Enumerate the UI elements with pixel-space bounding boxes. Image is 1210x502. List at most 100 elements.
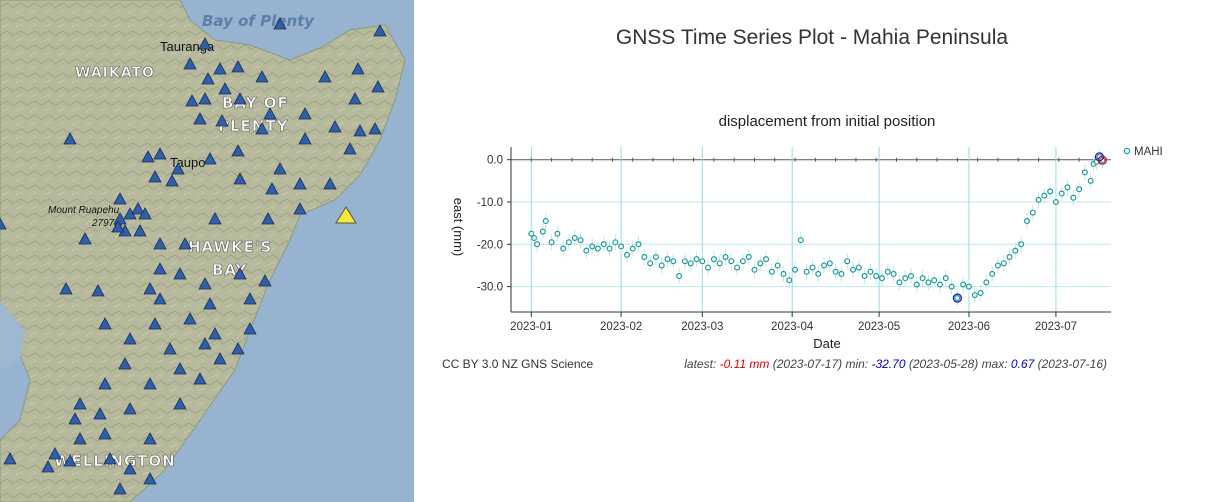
data-point[interactable] bbox=[705, 264, 712, 271]
data-point[interactable] bbox=[710, 256, 717, 263]
data-point[interactable] bbox=[560, 245, 567, 252]
station-triangle[interactable] bbox=[255, 122, 269, 135]
station-triangle[interactable] bbox=[73, 432, 87, 445]
data-point[interactable] bbox=[797, 237, 804, 244]
data-point[interactable] bbox=[1000, 260, 1007, 267]
station-triangle[interactable] bbox=[348, 92, 362, 105]
data-points[interactable] bbox=[528, 148, 1107, 307]
data-point[interactable] bbox=[1087, 177, 1094, 184]
data-point[interactable] bbox=[722, 254, 729, 261]
station-triangle[interactable] bbox=[273, 162, 287, 175]
station-triangle[interactable] bbox=[118, 357, 132, 370]
station-triangle[interactable] bbox=[231, 342, 245, 355]
legend-label[interactable]: MAHI bbox=[1134, 146, 1163, 158]
data-point[interactable] bbox=[1052, 198, 1059, 205]
station-triangle[interactable] bbox=[63, 454, 77, 467]
station-triangle[interactable] bbox=[148, 170, 162, 183]
station-triangle[interactable] bbox=[243, 322, 257, 335]
station-triangle[interactable] bbox=[171, 162, 185, 175]
data-point[interactable] bbox=[902, 275, 909, 282]
data-point[interactable] bbox=[867, 268, 874, 275]
station-triangle[interactable] bbox=[3, 452, 17, 465]
station-triangle[interactable] bbox=[98, 317, 112, 330]
data-point[interactable] bbox=[838, 270, 845, 277]
station-triangle[interactable] bbox=[163, 342, 177, 355]
station-triangle[interactable] bbox=[343, 142, 357, 155]
data-point[interactable] bbox=[548, 239, 555, 246]
station-triangle[interactable] bbox=[133, 224, 147, 237]
station-triangle[interactable] bbox=[123, 402, 137, 415]
data-point[interactable] bbox=[954, 295, 961, 302]
data-point[interactable] bbox=[699, 258, 706, 265]
data-point[interactable] bbox=[960, 281, 967, 288]
latest-point-marker[interactable] bbox=[1097, 155, 1107, 165]
data-point[interactable] bbox=[629, 245, 636, 252]
data-point[interactable] bbox=[1081, 169, 1088, 176]
station-triangle[interactable] bbox=[198, 37, 212, 50]
data-point[interactable] bbox=[1070, 194, 1077, 201]
data-point[interactable] bbox=[809, 264, 816, 271]
data-point[interactable] bbox=[734, 264, 741, 271]
station-triangle[interactable] bbox=[123, 332, 137, 345]
data-point[interactable] bbox=[606, 245, 613, 252]
data-point[interactable] bbox=[623, 251, 630, 258]
station-triangle[interactable] bbox=[293, 202, 307, 215]
data-point[interactable] bbox=[571, 234, 578, 241]
data-point[interactable] bbox=[792, 266, 799, 273]
station-triangle[interactable] bbox=[215, 114, 229, 127]
station-triangle[interactable] bbox=[143, 282, 157, 295]
station-triangle[interactable] bbox=[63, 132, 77, 145]
data-point[interactable] bbox=[965, 283, 972, 290]
station-triangle[interactable] bbox=[298, 107, 312, 120]
station-triangle[interactable] bbox=[218, 82, 232, 95]
station-triangle[interactable] bbox=[178, 237, 192, 250]
data-point[interactable] bbox=[919, 275, 926, 282]
station-triangle[interactable] bbox=[213, 62, 227, 75]
station-triangle[interactable] bbox=[231, 60, 245, 73]
data-point[interactable] bbox=[728, 258, 735, 265]
station-triangle[interactable] bbox=[91, 284, 105, 297]
time-series-chart[interactable]: displacement from initial position 0.0 -1… bbox=[414, 100, 1210, 352]
data-point[interactable] bbox=[1029, 209, 1036, 216]
data-point[interactable] bbox=[531, 234, 538, 241]
station-triangle[interactable] bbox=[203, 297, 217, 310]
station-triangle[interactable] bbox=[123, 462, 137, 475]
data-point[interactable] bbox=[786, 277, 793, 284]
data-point[interactable] bbox=[676, 273, 683, 280]
data-point[interactable] bbox=[925, 279, 932, 286]
map-canvas[interactable]: Bay of Plenty WAIKATO BAY OF PLENTY HAWK… bbox=[0, 0, 414, 502]
data-point[interactable] bbox=[896, 279, 903, 286]
data-point[interactable] bbox=[751, 266, 758, 273]
station-triangle[interactable] bbox=[153, 262, 167, 275]
data-point[interactable] bbox=[936, 281, 943, 288]
station-triangle[interactable] bbox=[111, 220, 125, 233]
station-triangle[interactable] bbox=[198, 277, 212, 290]
station-triangle[interactable] bbox=[233, 172, 247, 185]
data-point[interactable] bbox=[780, 270, 787, 277]
data-point[interactable] bbox=[1018, 241, 1025, 248]
data-point[interactable] bbox=[977, 289, 984, 296]
data-point[interactable] bbox=[774, 262, 781, 269]
station-triangle[interactable] bbox=[98, 427, 112, 440]
station-triangle[interactable] bbox=[153, 292, 167, 305]
data-point[interactable] bbox=[832, 268, 839, 275]
station-triangle[interactable] bbox=[263, 107, 277, 120]
data-point[interactable] bbox=[664, 256, 671, 263]
station-triangle[interactable] bbox=[138, 207, 152, 220]
station-triangle[interactable] bbox=[193, 112, 207, 125]
data-point[interactable] bbox=[948, 283, 955, 290]
station-triangle[interactable] bbox=[41, 460, 55, 473]
data-point[interactable] bbox=[589, 243, 596, 250]
data-point[interactable] bbox=[577, 237, 584, 244]
data-point[interactable] bbox=[681, 258, 688, 265]
data-point[interactable] bbox=[594, 245, 601, 252]
station-triangle[interactable] bbox=[255, 70, 269, 83]
station-triangle[interactable] bbox=[318, 70, 332, 83]
station-triangle[interactable] bbox=[298, 132, 312, 145]
station-triangle[interactable] bbox=[323, 177, 337, 190]
station-triangle[interactable] bbox=[293, 177, 307, 190]
station-triangle[interactable] bbox=[185, 94, 199, 107]
station-triangle[interactable] bbox=[371, 80, 385, 93]
station-triangle[interactable] bbox=[78, 232, 92, 245]
station-triangle[interactable] bbox=[208, 327, 222, 340]
